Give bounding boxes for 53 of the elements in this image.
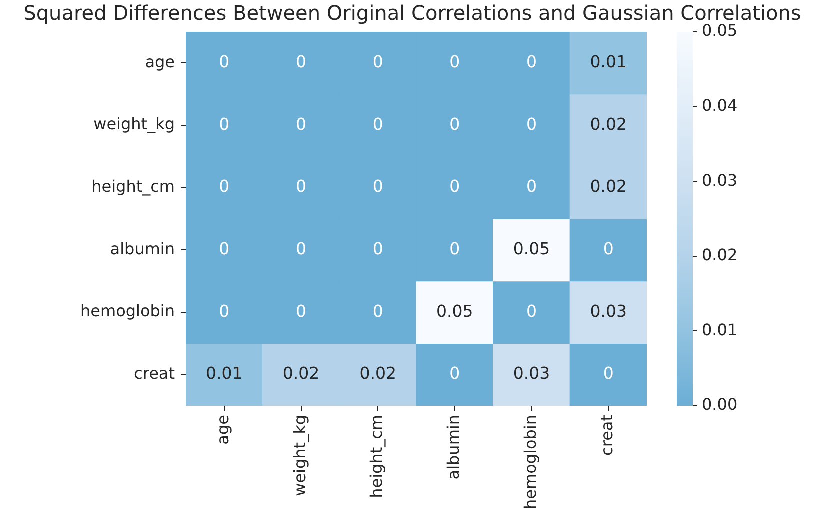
- data-label: 0: [603, 239, 614, 258]
- data-label: 0: [219, 52, 230, 72]
- data-label: 0.03: [513, 364, 550, 384]
- y-tick-label: hemoglobin: [80, 302, 175, 321]
- data-label: 0: [296, 177, 306, 196]
- x-tick-label: age: [214, 415, 233, 445]
- x-tick-label: weight_kg: [290, 415, 310, 496]
- y-tick-label: weight_kg: [94, 114, 175, 134]
- data-label: 0: [526, 177, 537, 196]
- data-label: 0.03: [590, 302, 627, 321]
- x-tick-label: creat: [598, 415, 617, 456]
- data-label: 0: [450, 177, 460, 196]
- color-bar-label: 0.00: [702, 395, 738, 414]
- data-label: 0: [526, 302, 537, 321]
- data-label: 0: [450, 52, 460, 72]
- color-bar-label: 0.03: [702, 170, 738, 190]
- data-label: 0.01: [206, 364, 243, 384]
- data-label: 0.02: [360, 364, 396, 384]
- data-label: 0.01: [590, 52, 627, 72]
- data-label: 0.02: [282, 364, 320, 384]
- data-label: 0: [372, 302, 384, 321]
- data-label: 0.05: [436, 302, 474, 321]
- data-label: 0: [372, 239, 384, 258]
- y-tick-label: albumin: [110, 239, 175, 258]
- data-label: 0.05: [513, 239, 550, 258]
- data-label: 0: [219, 302, 230, 321]
- data-label: 0: [450, 114, 460, 134]
- y-tick-label: creat: [134, 364, 175, 383]
- color-bar-label: 0.02: [702, 246, 738, 265]
- data-label: 0: [296, 114, 306, 134]
- data-label: 0: [219, 239, 230, 258]
- data-label: 0.02: [590, 114, 627, 134]
- color-bar-label: 0.04: [702, 96, 738, 115]
- x-tick-label: height_cm: [367, 415, 386, 498]
- color-bar-label: 0.01: [702, 320, 738, 340]
- data-label: 0: [296, 52, 306, 72]
- data-label: 0: [296, 302, 306, 321]
- y-tick-label: height_cm: [92, 176, 175, 196]
- y-tick-label: age: [145, 52, 175, 72]
- data-label: 0: [372, 52, 384, 72]
- data-label: 0: [450, 364, 460, 384]
- x-tick-label: albumin: [444, 415, 464, 480]
- x-tick-label: hemoglobin: [520, 415, 540, 510]
- data-label: 0: [219, 114, 230, 134]
- data-label: 0: [296, 239, 306, 258]
- data-label: 0: [219, 177, 230, 196]
- data-label: 0: [526, 114, 537, 134]
- data-label: 0: [603, 364, 614, 384]
- data-label: 0: [526, 52, 537, 72]
- data-label: 0: [372, 177, 384, 196]
- data-label: 0.02: [590, 177, 627, 196]
- data-label: 0: [372, 114, 384, 134]
- data-label: 0: [450, 239, 460, 258]
